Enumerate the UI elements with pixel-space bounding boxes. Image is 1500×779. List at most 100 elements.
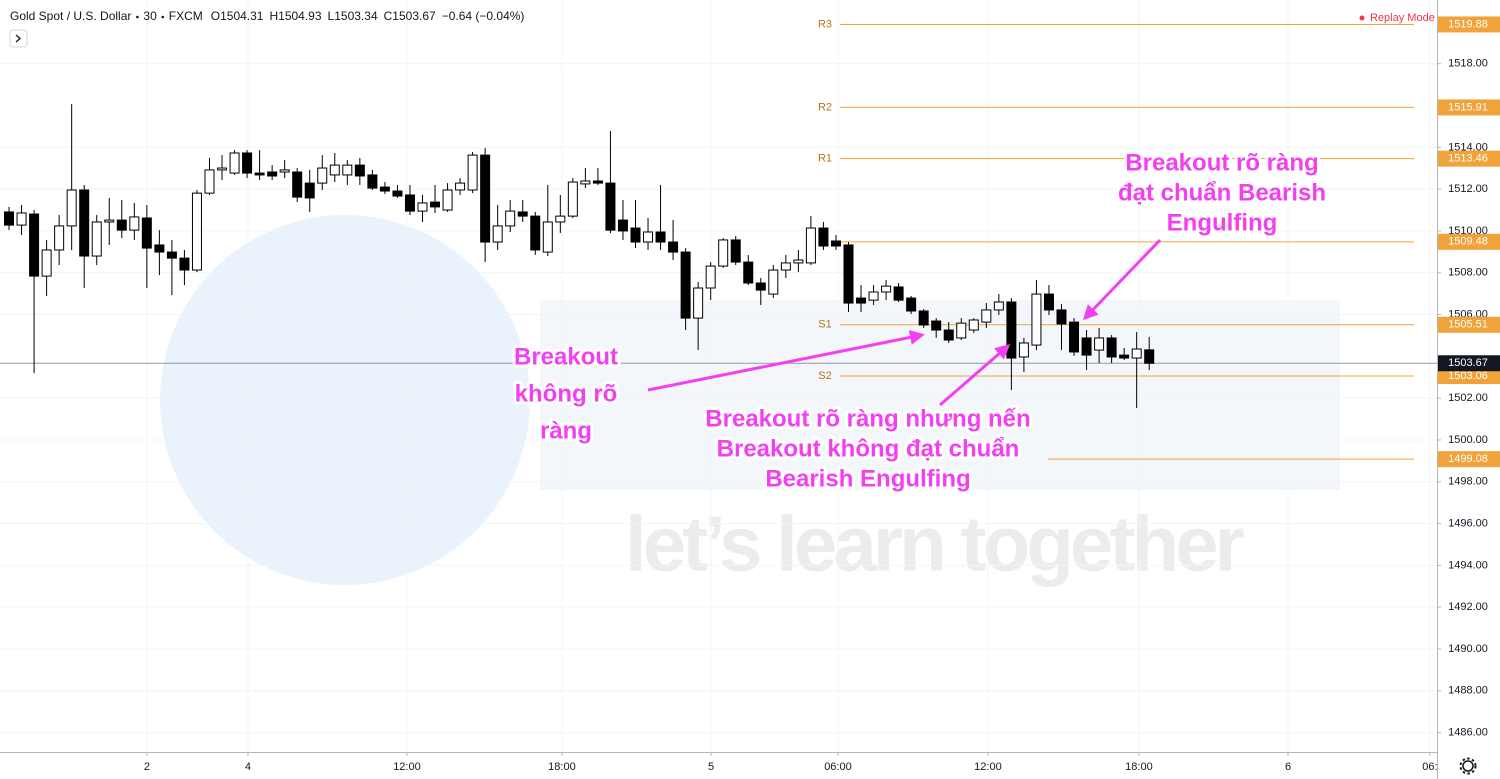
level-price-label: 1515.91 <box>1448 101 1488 113</box>
candle-body <box>743 261 754 284</box>
ohlc-value: 1503.34 <box>334 9 378 23</box>
candle-body <box>843 244 854 304</box>
chevron-icon[interactable] <box>15 34 21 43</box>
candle-body <box>780 262 791 271</box>
y-tick-label: 1502.00 <box>1448 392 1488 404</box>
source: FXCM <box>169 9 203 23</box>
gear-icon[interactable] <box>1462 760 1474 772</box>
candle-body <box>317 167 328 184</box>
candle-body <box>517 211 528 217</box>
replay-mode[interactable]: Replay Mode <box>1370 12 1435 24</box>
candle-body <box>1031 293 1042 346</box>
candle-body <box>830 240 841 247</box>
watermark-logo <box>160 215 530 585</box>
x-tick-label: 5 <box>708 761 714 773</box>
x-tick-label: 06: <box>1422 761 1437 773</box>
watermark: let’s learn together <box>160 215 1340 588</box>
candle-body <box>191 192 202 271</box>
candle-body <box>931 320 942 331</box>
settings-button[interactable] <box>1459 757 1477 775</box>
y-tick-label: 1500.00 <box>1448 434 1488 446</box>
candle-body <box>730 239 741 263</box>
annotation-arrow <box>1082 238 1162 321</box>
candle-body <box>530 215 541 251</box>
y-tick-label: 1518.00 <box>1448 58 1488 70</box>
watermark-logo-text <box>540 300 1340 490</box>
ohlc-label: H <box>269 9 278 23</box>
level-price-label: 1519.88 <box>1448 18 1488 30</box>
candle-body <box>1043 293 1054 311</box>
candle-body <box>217 167 228 171</box>
candle-body <box>1106 337 1117 358</box>
candle-body <box>267 171 278 177</box>
candle-body <box>718 239 729 267</box>
y-tick-label: 1512.00 <box>1448 183 1488 195</box>
candle-body <box>617 219 628 232</box>
annotation-text: không rõ <box>515 380 618 407</box>
candle-body <box>868 291 879 301</box>
level-price-box <box>1438 451 1500 468</box>
candle-body <box>254 172 265 176</box>
ohlc-value: 1504.93 <box>278 9 322 23</box>
x-tick-label: 12:00 <box>393 761 421 773</box>
candle-body <box>818 227 829 247</box>
candle-body <box>354 164 365 177</box>
level-name: R3 <box>818 18 832 30</box>
x-tick-label: 12:00 <box>974 761 1002 773</box>
candle-body <box>805 227 816 264</box>
candle-body <box>41 249 52 277</box>
candle-body <box>1131 348 1142 359</box>
y-tick-label: 1508.00 <box>1448 267 1488 279</box>
gear-teeth[interactable] <box>1459 757 1477 775</box>
header: Gold Spot / U.S. Dollar 30 FXCM O1504.31 H15… <box>10 9 524 23</box>
candle-body <box>242 152 253 174</box>
candle-body <box>404 194 415 212</box>
separator-dot <box>161 15 165 19</box>
candle-body <box>630 227 641 243</box>
button-frame[interactable] <box>9 29 28 48</box>
separator-dot <box>136 15 139 19</box>
candle-body <box>993 301 1004 311</box>
x-tick-label: 4 <box>245 761 251 773</box>
ohlc-label: L <box>328 9 335 23</box>
level-price-box <box>1438 316 1500 333</box>
candle-body <box>580 180 591 185</box>
candle-body <box>179 257 190 271</box>
candle-body <box>768 269 779 295</box>
annotation-text: Breakout không đạt chuẩn <box>717 435 1020 462</box>
annotation-text: Bearish Engulfing <box>765 465 970 492</box>
candle-body <box>1094 337 1105 351</box>
candle-body <box>455 182 466 191</box>
candle-body <box>1119 354 1130 359</box>
candle-body <box>856 297 867 304</box>
candle-body <box>304 182 315 199</box>
candle-body <box>154 244 165 253</box>
annotation-text: Breakout rõ ràng <box>1125 149 1318 176</box>
candle-body <box>392 190 403 197</box>
candle-body <box>204 169 215 194</box>
candle-body <box>1056 309 1067 325</box>
candle-body <box>956 322 967 339</box>
candle-body <box>881 285 892 293</box>
x-tick-label: 18:00 <box>548 761 576 773</box>
candle-body <box>680 251 691 319</box>
y-tick-label: 1494.00 <box>1448 559 1488 571</box>
y-tick-label: 1496.00 <box>1448 517 1488 529</box>
y-tick-label: 1514.00 <box>1448 141 1488 153</box>
annotation-text: Engulfing <box>1167 209 1278 236</box>
collapse-button[interactable] <box>9 29 28 48</box>
interval: 30 <box>143 9 157 23</box>
annotation-arrow <box>647 330 925 392</box>
candle-body <box>555 215 566 223</box>
candle-body <box>129 216 140 231</box>
x-tick-label: 2 <box>144 761 150 773</box>
candle-body <box>342 164 353 176</box>
candle-body <box>279 169 290 173</box>
level-price-box <box>1438 99 1500 116</box>
x-tick-label: 6 <box>1285 761 1291 773</box>
x-tick-label: 06:00 <box>824 761 852 773</box>
candle-body <box>417 202 428 212</box>
level-price-box <box>1438 16 1500 33</box>
candle-body <box>643 231 654 243</box>
